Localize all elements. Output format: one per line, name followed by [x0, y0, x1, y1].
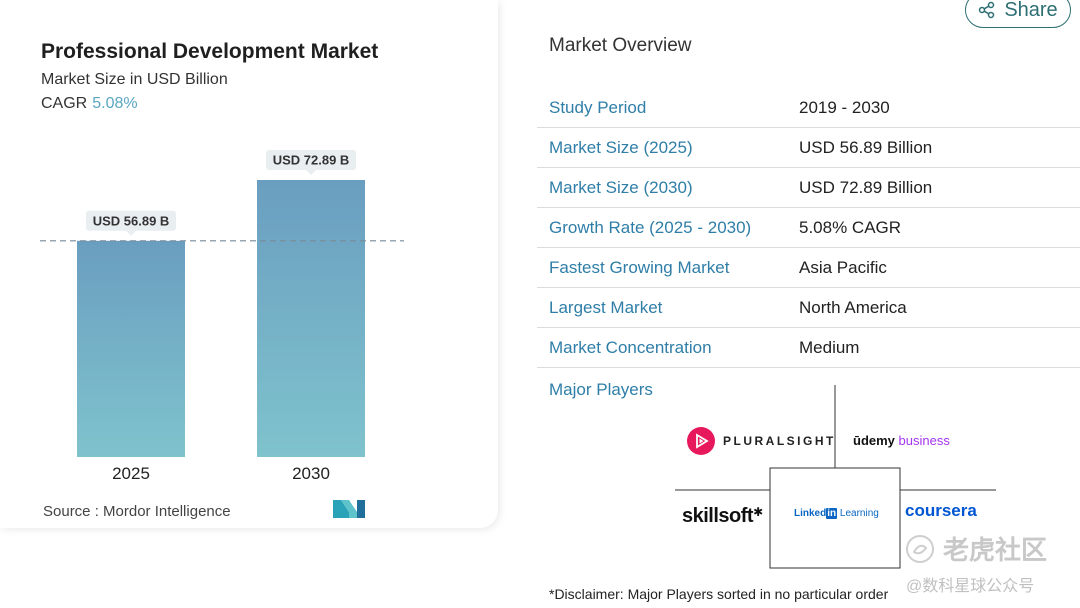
watermark-brand-text: 老虎社区 — [943, 535, 1048, 565]
data-label-box — [266, 150, 356, 170]
pluralsight-icon — [687, 427, 715, 455]
skillsoft-mark-icon: ✱ — [753, 505, 763, 519]
data-label-pointer — [126, 230, 136, 236]
overview-row-concentration: Market Concentration Medium — [537, 328, 1080, 368]
data-label-pointer — [306, 170, 316, 175]
overview-row-value: Asia Pacific — [799, 257, 887, 277]
overview-row-label: Fastest Growing Market — [549, 257, 730, 277]
overview-row-value: Medium — [799, 337, 860, 357]
cagr-value: 5.08% — [92, 95, 138, 112]
overview-row-market-size-2030: Market Size (2030) USD 72.89 Billion — [537, 168, 1080, 208]
major-players-label: Major Players — [549, 380, 653, 399]
overview-row-value: USD 72.89 Billion — [799, 177, 933, 197]
udemy-business-logo: ūdemy business — [853, 433, 950, 448]
overview-row-value: 5.08% CAGR — [799, 217, 902, 237]
pluralsight-logo: PLURALSIGHT — [687, 427, 836, 455]
data-label-box — [86, 210, 176, 231]
linkedin-learning-logo: Linkedin Learning — [794, 508, 879, 519]
watermark-icon — [906, 534, 934, 563]
overview-row-study-period: Study Period 2019 - 2030 — [537, 88, 1080, 128]
pluralsight-text: PLURALSIGHT — [723, 434, 836, 448]
overview-row-label: Study Period — [549, 97, 647, 117]
overview-row-value: 2019 - 2030 — [799, 97, 890, 117]
bar-chart: USD 56.89 B 2025 USD 72.89 B 2030 — [40, 150, 404, 483]
major-players-grid — [675, 385, 996, 569]
bar-2025 — [77, 240, 185, 457]
linkedin-text: Linked — [794, 508, 827, 519]
skillsoft-text: skillsoft — [682, 505, 754, 527]
share-button[interactable]: Share — [965, 0, 1071, 28]
udemy-business-text: business — [898, 433, 950, 448]
overview-row-label: Market Size (2025) — [549, 137, 693, 157]
linkedin-in-badge: in — [826, 508, 838, 519]
data-label: USD 72.89 B — [273, 153, 350, 168]
mordor-logo-icon — [333, 500, 365, 518]
x-tick-label: 2030 — [292, 464, 330, 483]
skillsoft-logo: skillsoft✱ — [682, 505, 763, 528]
overview-title: Market Overview — [549, 35, 692, 56]
udemy-text: ūdemy — [853, 433, 895, 448]
overview-row-value: North America — [799, 297, 907, 317]
disclaimer: *Disclaimer: Major Players sorted in no … — [549, 586, 889, 602]
chart-card: USD 56.89 B 2025 USD 72.89 B 2030 Professio… — [0, 0, 498, 528]
chart-subtitle: Market Size in USD Billion — [41, 71, 228, 88]
overview-row-value: USD 56.89 Billion — [799, 137, 933, 157]
overview-row-market-size-2025: Market Size (2025) USD 56.89 Billion — [537, 128, 1080, 168]
overview-row-label: Largest Market — [549, 297, 663, 317]
x-tick-label: 2025 — [112, 464, 150, 483]
overview-row-label: Market Size (2030) — [549, 177, 693, 197]
watermark-account: @数科星球公众号 — [906, 578, 1035, 595]
chart-source: Source : Mordor Intelligence — [43, 503, 231, 520]
chart-title: Professional Development Market — [41, 40, 379, 63]
overview-row-fastest-growing: Fastest Growing Market Asia Pacific — [537, 248, 1080, 288]
watermark-brand: 老虎社区 — [905, 530, 1047, 567]
overview-row-largest-market: Largest Market North America — [537, 288, 1080, 328]
bar-2030 — [257, 180, 365, 457]
share-label: Share — [1004, 0, 1058, 21]
data-label: USD 56.89 B — [93, 213, 170, 228]
linkedin-learning-text: Learning — [837, 508, 879, 519]
cagr-label: CAGR — [41, 95, 88, 112]
overview-row-label: Growth Rate (2025 - 2030) — [549, 217, 752, 237]
overview-row-growth-rate: Growth Rate (2025 - 2030) 5.08% CAGR — [537, 208, 1080, 248]
share-icon — [979, 1, 995, 19]
coursera-logo: coursera — [905, 501, 977, 520]
overview-table: Study Period 2019 - 2030 Market Size (20… — [537, 88, 1080, 368]
cagr-line: CAGR 5.08% — [41, 95, 138, 113]
overview-row-label: Market Concentration — [549, 337, 712, 357]
